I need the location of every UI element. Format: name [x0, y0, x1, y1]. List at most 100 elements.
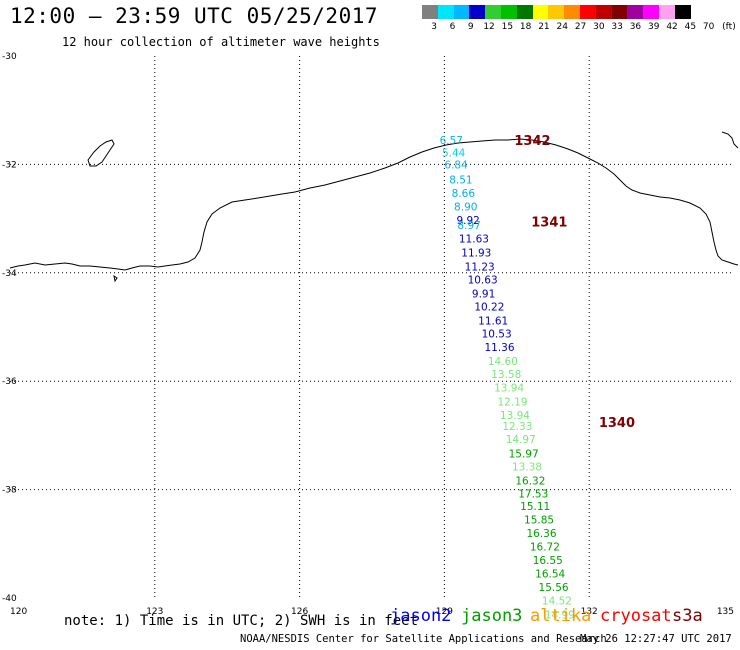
- pass-labels: 1342 1341 1340: [514, 134, 635, 431]
- longitude-label: 135: [717, 607, 734, 617]
- wave-height-label: 14.52: [542, 596, 572, 608]
- longitude-label: 126: [291, 607, 308, 617]
- coastline: [9, 131, 739, 283]
- wave-height-label: 13.38: [512, 461, 542, 473]
- colorbar-tick-label: 18: [519, 22, 532, 32]
- wave-height-label: 14.60: [488, 356, 518, 368]
- east-coast-fragment: [721, 131, 739, 149]
- legend-item: jason2: [390, 606, 452, 626]
- wave-height-label: 8.90: [454, 202, 477, 214]
- wave-height-label: 11.93: [461, 248, 491, 260]
- wave-height-label: 12.19: [497, 396, 527, 408]
- colorbar-swatch: [595, 5, 612, 19]
- page-title: 12:00 – 23:59 UTC 05/25/2017: [10, 4, 379, 28]
- colorbar-swatch: [674, 5, 691, 19]
- colorbar-swatch: [579, 5, 596, 19]
- wave-height-label: 14.97: [506, 434, 536, 446]
- pass-label: 1342: [514, 134, 550, 149]
- colorbar-swatch: [548, 5, 565, 19]
- wave-height-label: 5.44: [442, 147, 466, 159]
- wave-height-label: 6.84: [444, 159, 468, 171]
- wave-height-label: 12.33: [502, 421, 532, 433]
- colorbar-swatch: [500, 5, 517, 19]
- colorbar-tick-label: 42: [666, 22, 678, 32]
- colorbar-tick-label: 6: [449, 22, 456, 32]
- wave-height-labels: 6.575.446.84 8.518.66 8.909.928.97 11.63 11.…: [440, 135, 575, 621]
- pass-label: 1340: [599, 416, 635, 431]
- graticule: [10, 56, 734, 598]
- colorbar-swatch: [532, 5, 549, 19]
- wave-height-label: 9.92: [456, 215, 479, 227]
- longitude-label: 120: [10, 607, 27, 617]
- wave-height-label: 10.53: [482, 329, 512, 341]
- colorbar-swatch: [643, 5, 659, 19]
- latitude-label: -30: [2, 52, 17, 62]
- legend-item: altika: [530, 606, 592, 626]
- colorbar-tick-label: 12: [483, 22, 495, 32]
- axis-labels: 120 123 126 129 132 135 -30 -32 -34 -36 -38 -40: [2, 52, 734, 617]
- wave-height-label: 6.57: [440, 135, 463, 147]
- australia-south-coast: [9, 138, 739, 271]
- credit-line: NOAA/NESDIS Center for Satellite Applica…: [240, 633, 607, 645]
- wave-height-label: 15.85: [524, 514, 554, 526]
- colorbar-tick-label: 27: [574, 22, 587, 32]
- wave-height-label: 8.66: [452, 188, 476, 200]
- wave-height-label: 17.53: [518, 488, 548, 500]
- colorbar-swatch: [437, 5, 454, 19]
- generation-timestamp: May 26 12:27:47 UTC 2017: [580, 633, 732, 645]
- wave-height-label: 11.61: [478, 315, 508, 327]
- wave-height-label: 16.36: [526, 528, 556, 540]
- wave-height-label: 13.94: [494, 383, 524, 395]
- colorbar-swatch: [564, 5, 580, 19]
- longitude-label: 129: [436, 607, 453, 617]
- legend-item: cryosat: [600, 606, 672, 626]
- latitude-label: -36: [2, 377, 17, 387]
- small-islet: [113, 274, 118, 283]
- legend-item: s3a: [672, 606, 703, 626]
- wave-height-label: 15.11: [520, 501, 550, 513]
- wave-height-label: 16.54: [535, 569, 565, 581]
- colorbar-swatch: [516, 5, 533, 19]
- longitude-label: 132: [581, 607, 598, 617]
- latitude-label: -32: [2, 160, 17, 170]
- wave-height-label: 16.72: [530, 542, 560, 554]
- colorbar-tick-labels: 3 6 9 12 15 18 21 24 27 30 33 36 39 42 45 70 (ft): [425, 22, 735, 36]
- wave-height-label: 13.94: [500, 410, 530, 422]
- latitude-label: -38: [2, 486, 17, 496]
- legend-item: jason3: [461, 606, 523, 626]
- wave-height-label: 16.55: [533, 555, 563, 567]
- wave-height-label: 8.51: [449, 175, 472, 187]
- longitude-label: 123: [146, 607, 163, 617]
- wave-height-label: 10.63: [468, 274, 498, 286]
- colorbar-tick-label: 24: [556, 22, 568, 32]
- wave-height-label: 14.99: [545, 609, 575, 621]
- colorbar: [422, 5, 691, 19]
- page-subtitle: 12 hour collection of altimeter wave hei…: [62, 35, 380, 49]
- colorbar-swatch: [453, 5, 470, 19]
- pass-label: 1341: [531, 215, 567, 230]
- colorbar-swatch: [611, 5, 628, 19]
- wave-height-label: 9.91: [472, 288, 495, 300]
- colorbar-tick-label: 3: [431, 22, 438, 32]
- wave-height-label: 15.97: [509, 448, 539, 460]
- wave-height-label: 11.23: [465, 261, 495, 273]
- wave-height-label: 13.58: [491, 369, 521, 381]
- wave-height-label: 11.36: [484, 342, 514, 354]
- colorbar-tick-label: 21: [538, 22, 550, 32]
- colorbar-tick-label: (ft): [722, 22, 736, 32]
- latitude-label: -34: [2, 269, 17, 279]
- kangaroo-island: [87, 139, 115, 167]
- colorbar-tick-label: 39: [648, 22, 660, 32]
- colorbar-tick-label: 45: [684, 22, 697, 32]
- footnote: note: 1) Time is in UTC; 2) SWH is in fe…: [64, 613, 419, 629]
- colorbar-swatch: [627, 5, 644, 19]
- colorbar-swatch: [485, 5, 501, 19]
- colorbar-tick-label: 70: [702, 22, 715, 32]
- colorbar-tick-label: 36: [629, 22, 642, 32]
- colorbar-swatch: [658, 5, 675, 19]
- wave-height-label: 10.22: [474, 301, 504, 313]
- colorbar-swatch: [422, 5, 438, 19]
- colorbar-tick-label: 15: [501, 22, 514, 32]
- latitude-label: -40: [2, 594, 17, 604]
